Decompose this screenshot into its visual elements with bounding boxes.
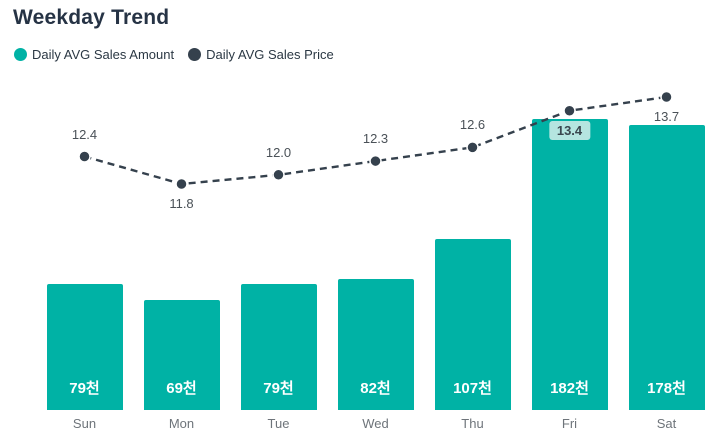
line-value-label-fri: 13.4 — [548, 120, 591, 140]
legend-item-sales-amount[interactable]: Daily AVG Sales Amount — [14, 47, 174, 62]
bar-sun[interactable] — [46, 283, 123, 410]
bar-value-label-thu: 107천 — [453, 380, 492, 397]
chart-title: Weekday Trend — [13, 6, 170, 29]
legend: Daily AVG Sales Amount Daily AVG Sales P… — [14, 47, 334, 62]
line-point-fri[interactable] — [563, 104, 576, 117]
x-axis-label-tue: Tue — [267, 416, 290, 431]
x-axis-label-sun: Sun — [72, 416, 97, 431]
line-point-tue[interactable] — [272, 168, 285, 182]
line-point-thu[interactable] — [466, 141, 479, 154]
line-value-label-wed: 12.3 — [362, 131, 389, 147]
bar-sat[interactable] — [628, 125, 705, 410]
line-value-label-sat: 13.7 — [653, 108, 680, 124]
line-point-mon[interactable] — [175, 177, 188, 191]
line-value-label-thu: 12.6 — [459, 117, 486, 133]
bar-value-label-sun: 79천 — [69, 380, 100, 397]
bar-mon[interactable] — [143, 299, 220, 410]
line-point-sun[interactable] — [78, 150, 91, 163]
x-axis-label-sat: Sat — [656, 416, 677, 431]
line-point-sat[interactable] — [660, 90, 673, 104]
bar-value-label-wed: 82천 — [360, 380, 391, 397]
legend-price-swatch-icon — [188, 48, 202, 61]
bar-value-label-mon: 69천 — [166, 380, 197, 397]
legend-amount-swatch-icon — [14, 48, 27, 61]
line-point-wed[interactable] — [369, 154, 382, 168]
bar-wed[interactable] — [337, 278, 414, 410]
x-axis-label-mon: Mon — [168, 416, 195, 431]
bar-value-label-sat: 178천 — [647, 380, 686, 397]
legend-amount-label: Daily AVG Sales Amount — [32, 47, 175, 62]
line-value-label-tue: 12.0 — [265, 144, 292, 160]
bar-value-label-fri: 182천 — [550, 380, 589, 397]
x-axis-label-fri: Fri — [561, 416, 578, 431]
bar-fri[interactable] — [531, 118, 608, 410]
bar-thu[interactable] — [434, 238, 511, 410]
line-value-label-sun: 12.4 — [71, 126, 98, 142]
bar-tue[interactable] — [240, 283, 317, 410]
legend-price-label: Daily AVG Sales Price — [206, 47, 334, 62]
line-value-label-mon: 11.8 — [169, 195, 194, 211]
x-axis-label-wed: Wed — [362, 416, 389, 431]
x-axis-label-thu: Thu — [461, 416, 484, 431]
bar-value-label-tue: 79천 — [263, 380, 294, 397]
legend-item-sales-price[interactable]: Daily AVG Sales Price — [188, 47, 334, 62]
